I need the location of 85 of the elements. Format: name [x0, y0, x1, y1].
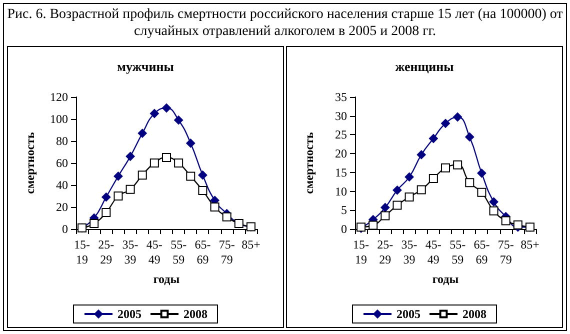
y-tick-label: 35 [335, 90, 347, 104]
point [150, 158, 159, 168]
point [477, 188, 486, 197]
x-tick-label: 15-19 [353, 238, 370, 266]
x-tick-label: 15-19 [74, 238, 90, 266]
y-axis-title: смертность [302, 131, 316, 194]
y-tick-label: 25 [335, 128, 347, 142]
y-tick-label: 30 [335, 108, 347, 123]
y-tick-label: 20 [56, 200, 68, 214]
point [162, 104, 171, 112]
point [380, 203, 390, 212]
point [198, 170, 208, 180]
legend-label: 2008 [462, 307, 486, 321]
y-tick-label: 40 [56, 178, 68, 192]
point [150, 109, 159, 118]
legend-label: 2005 [396, 307, 420, 321]
point [174, 158, 184, 168]
x-tick-label: 75-79 [218, 238, 235, 266]
point [90, 219, 99, 228]
point [222, 212, 232, 222]
y-axis-title: смертность [23, 131, 37, 194]
x-tick-label: 55-59 [170, 238, 187, 266]
point [368, 220, 378, 230]
point [114, 192, 123, 200]
y-tick-label: 5 [341, 203, 347, 218]
x-tick-label: 85+ [520, 238, 540, 252]
x-axis-title: годы [432, 272, 460, 286]
point [453, 112, 462, 122]
x-tick-label: 35-39 [401, 238, 418, 266]
point [477, 168, 486, 178]
legend-label: 2008 [184, 307, 208, 321]
point [501, 216, 510, 226]
point [404, 172, 414, 182]
y-tick-label: 15 [335, 165, 347, 180]
y-tick-label: 60 [56, 156, 68, 170]
point [210, 202, 220, 212]
point [102, 192, 111, 202]
x-tick-label: 85+ [242, 238, 261, 252]
point [392, 186, 402, 195]
point [441, 163, 450, 172]
point [186, 172, 196, 181]
point [114, 172, 123, 181]
point [489, 197, 498, 206]
point [441, 118, 450, 128]
x-axis-title: годы [153, 272, 180, 286]
y-tick-label: 0 [62, 222, 68, 236]
point [489, 206, 498, 216]
point [380, 211, 390, 220]
point [404, 192, 414, 202]
x-tick-label: 75-79 [498, 238, 514, 266]
point [174, 116, 184, 125]
point [138, 170, 147, 180]
point [126, 184, 135, 194]
x-tick-label: 55-59 [450, 238, 466, 266]
x-tick-label: 25-29 [98, 238, 114, 266]
point [198, 186, 208, 195]
point [138, 128, 147, 138]
x-tick-label: 35-39 [122, 238, 138, 266]
x-tick-label: 45-49 [146, 238, 162, 266]
y-tick-label: 20 [335, 146, 347, 161]
point [186, 138, 196, 148]
x-tick-label: 65-69 [194, 238, 211, 266]
point [453, 160, 462, 170]
chart-title: женщины [395, 59, 454, 74]
chart-title: мужчины [117, 59, 174, 74]
point [102, 208, 111, 217]
y-tick-label: 120 [50, 90, 68, 104]
y-tick-label: 0 [341, 222, 347, 236]
x-tick-label: 25-29 [377, 238, 394, 266]
x-tick-label: 65-69 [474, 238, 490, 266]
text: Рис. 6. Возрастной профиль смертности российского населения старше 15 лет (на 100000) от случайных отравлений алкоголем в 2005 и 2008 гг. [6, 6, 564, 40]
x-tick-label: 45-49 [425, 238, 442, 266]
point [126, 152, 135, 161]
point [465, 178, 474, 188]
point [416, 150, 426, 160]
y-tick-label: 100 [50, 112, 68, 126]
y-tick-label: 80 [56, 134, 68, 148]
y-tick-label: 10 [335, 184, 347, 198]
point [392, 200, 402, 210]
legend-label: 2005 [118, 307, 142, 321]
point [428, 174, 438, 183]
point [428, 134, 438, 143]
point [513, 220, 522, 230]
point [416, 185, 426, 194]
point [465, 132, 474, 142]
